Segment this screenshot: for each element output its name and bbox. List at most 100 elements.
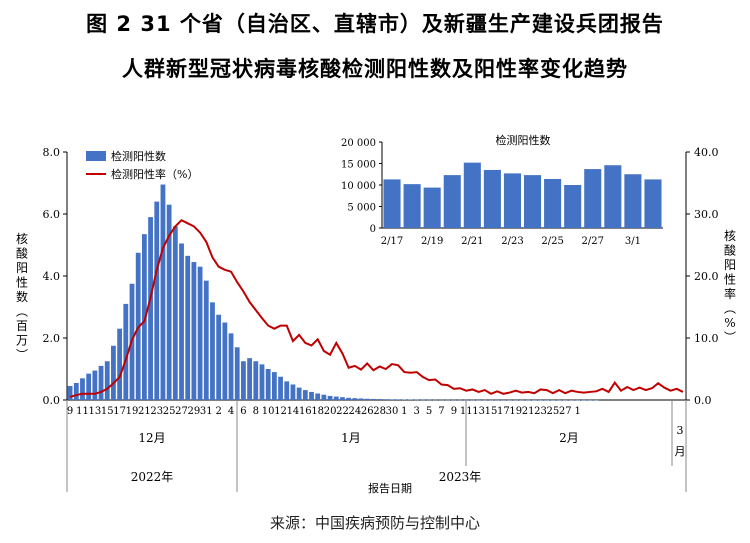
- bar-positive-count: [358, 398, 364, 400]
- x-tick-label: 9: [67, 406, 73, 417]
- bar-positive-count: [73, 382, 79, 400]
- bar-positive-count: [333, 396, 339, 400]
- bar-positive-count: [290, 384, 296, 400]
- bar-positive-count: [445, 399, 451, 401]
- bar-positive-count: [538, 399, 543, 401]
- bar-positive-count: [86, 373, 92, 400]
- x-tick-label: 27: [175, 406, 188, 417]
- left-y-tick-label: 2.0: [43, 332, 61, 345]
- bar-positive-count: [234, 347, 240, 400]
- bar-positive-count: [296, 387, 302, 400]
- bar-positive-count: [531, 399, 537, 401]
- bar-positive-count: [111, 345, 116, 400]
- bar-positive-count: [593, 399, 599, 401]
- inset-bar: [584, 169, 602, 228]
- right-y-tick-label: 0.0: [694, 394, 712, 407]
- left-y-tick-label: 8.0: [43, 146, 61, 159]
- inset-plot: 检测阳性数 0 5 000 10 000 15 000 20 000 2/17 2/19 2…: [341, 133, 663, 247]
- bar-positive-count: [457, 399, 463, 401]
- bar-positive-count: [414, 399, 420, 401]
- bar-positive-count: [228, 333, 234, 400]
- bar-positive-count: [148, 217, 153, 400]
- bar-positive-count: [80, 378, 85, 400]
- inset-x-tick-label: 2/19: [421, 236, 443, 247]
- x-tick-label: 30: [386, 406, 399, 417]
- right-y-tick-label: 10.0: [694, 332, 719, 345]
- x-tick-label: 20: [324, 406, 337, 417]
- bar-positive-count: [197, 266, 203, 400]
- left-y-tick-label: 6.0: [43, 208, 61, 221]
- bar-positive-count: [569, 399, 574, 401]
- data-source: 来源：中国疾病预防与控制中心: [269, 514, 480, 532]
- x-tick-label: 29: [188, 406, 201, 417]
- inset-y-tick-label: 0: [370, 224, 376, 235]
- bar-positive-count: [179, 243, 184, 400]
- x-tick-label: 4: [228, 406, 234, 417]
- inset-y-tick-label: 20 000: [341, 138, 376, 149]
- bar-positive-count: [513, 399, 519, 401]
- x-tick-label: 23: [150, 406, 163, 417]
- bar-positive-count: [420, 399, 426, 401]
- inset-x-tick-label: 2/25: [541, 236, 563, 247]
- positive-trend-chart: 0.02.04.06.08.0 0.010.020.030.040.0 9 11 1…: [16, 133, 736, 495]
- inset-bar: [544, 178, 562, 228]
- bar-positive-count: [123, 303, 129, 400]
- bar-positive-count: [408, 399, 413, 401]
- bar-positive-count: [222, 322, 228, 400]
- month-label-jan: 1月: [341, 431, 361, 445]
- x-tick-label: 12: [274, 406, 287, 417]
- x-tick-label: 16: [299, 406, 312, 417]
- inset-bar: [503, 173, 521, 228]
- positive-rate-line: [69, 218, 684, 398]
- bar-positive-count: [581, 399, 587, 401]
- bar-positive-count: [265, 369, 271, 400]
- bar-positive-count: [525, 399, 531, 401]
- x-tick-label: 7: [438, 406, 444, 417]
- inset-title: 检测阳性数: [496, 133, 551, 147]
- year-label-2023: 2023年: [439, 470, 482, 484]
- x-tick-label: 21: [138, 406, 151, 417]
- bar-positive-count: [562, 399, 568, 401]
- bar-positive-count: [519, 399, 525, 401]
- inset-y-tick-label: 15 000: [341, 160, 376, 171]
- bar-positive-count: [321, 394, 327, 400]
- left-y-tick-label: 0.0: [43, 394, 61, 407]
- right-y-tick-label: 40.0: [694, 146, 719, 159]
- bar-positive-count: [104, 361, 110, 400]
- bar-positive-count: [253, 361, 259, 400]
- bar-positive-count: [98, 365, 104, 400]
- x-tick-label: 8: [253, 406, 259, 417]
- inset-bar: [564, 185, 582, 228]
- x-tick-label: 31: [200, 406, 213, 417]
- x-tick-label: 22: [336, 406, 349, 417]
- x-tick-label: 14: [287, 406, 300, 417]
- x-tick-label: 9: [451, 406, 457, 417]
- x-tick-label: 1: [574, 406, 580, 417]
- bar-positive-count: [210, 302, 215, 400]
- x-tick-label: 26: [361, 406, 374, 417]
- inset-bar: [483, 169, 501, 228]
- x-tick-label: 21: [522, 406, 535, 417]
- bar-positive-count: [92, 370, 98, 400]
- bar-positive-count: [550, 399, 556, 401]
- bar-positive-count: [117, 328, 123, 400]
- bar-positive-count: [327, 395, 333, 400]
- bar-positive-count: [426, 399, 432, 401]
- month-label-feb: 2月: [559, 431, 579, 445]
- x-tick-label: 10: [262, 406, 275, 417]
- bar-positive-count: [556, 399, 562, 401]
- inset-x-tick-label: 3/1: [625, 236, 641, 247]
- inset-bar: [604, 165, 622, 228]
- bar-positive-count: [166, 204, 172, 400]
- bar-positive-count: [141, 234, 147, 400]
- x-tick-label: 19: [509, 406, 522, 417]
- right-y-tick-label: 30.0: [694, 208, 719, 221]
- left-y-tick-label: 4.0: [43, 270, 61, 283]
- bar-positive-count: [470, 399, 475, 401]
- chart-title-line2: 人群新型冠状病毒核酸检测阳性数及阳性率变化趋势: [122, 57, 628, 81]
- bar-positive-count: [395, 399, 401, 400]
- bar-positive-count: [160, 184, 166, 400]
- inset-x-tick-label: 2/17: [381, 236, 403, 247]
- bar-positive-count: [432, 399, 438, 401]
- inset-bar: [423, 187, 441, 228]
